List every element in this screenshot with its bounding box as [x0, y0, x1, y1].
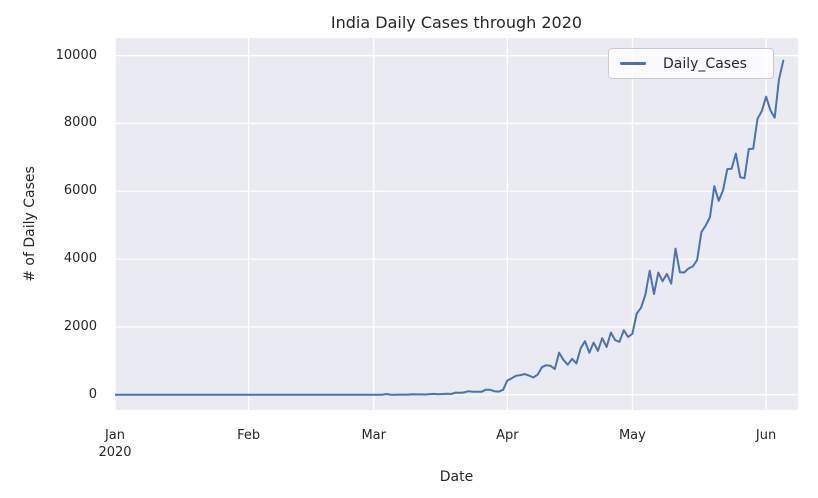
x-tick-label: May [618, 428, 646, 443]
x-tick-label: Mar [361, 428, 386, 443]
x-tick-label: Jun [755, 428, 777, 443]
legend-label: Daily_Cases [663, 55, 747, 72]
y-tick-label: 6000 [63, 183, 97, 199]
x-axis-label: Date [439, 469, 474, 485]
chart-svg [115, 38, 798, 410]
y-tick-label: 10000 [55, 47, 97, 63]
chart-title: India Daily Cases through 2020 [330, 13, 583, 32]
plot-area [115, 38, 798, 410]
legend-line-swatch [620, 62, 646, 65]
legend: Daily_Cases [608, 48, 774, 79]
y-tick-label: 4000 [63, 251, 97, 267]
y-tick-label: 0 [88, 386, 97, 402]
x-tick-label: Feb [237, 428, 261, 443]
x-tick-label: Apr [496, 428, 519, 443]
daily-cases-line [115, 59, 785, 396]
y-tick-label: 2000 [63, 318, 97, 334]
y-tick-label: 8000 [63, 115, 97, 131]
x-tick-label: Jan 2020 [98, 428, 132, 460]
